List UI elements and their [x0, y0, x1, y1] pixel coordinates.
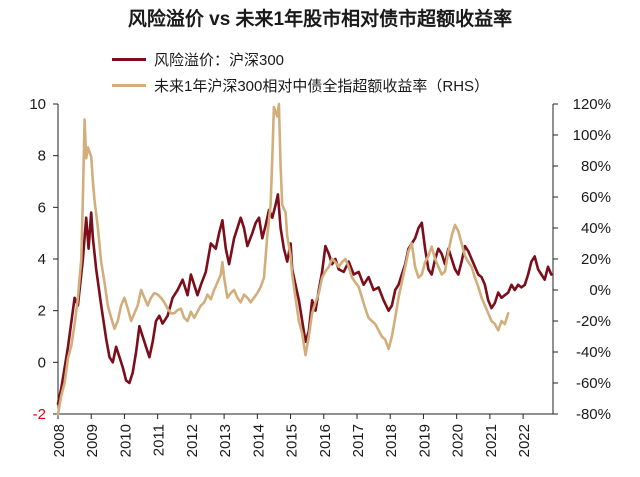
- y-left-tick-label: 2: [38, 303, 46, 320]
- y-left-tick-label: -2: [33, 406, 46, 423]
- series-line-excess-return: [56, 102, 510, 416]
- y-right-tick-label: -60%: [576, 375, 611, 392]
- legend-swatch-series-a: [112, 57, 146, 61]
- legend-swatch-series-b: [112, 83, 146, 87]
- y-right-tick-label: 80%: [581, 158, 611, 175]
- x-tick-label: 2011: [151, 424, 168, 456]
- y-right-tick-label: 0%: [589, 282, 611, 299]
- x-tick-label: 2015: [284, 424, 301, 457]
- x-tick-label: 2010: [117, 424, 134, 457]
- x-tick-label: 2009: [84, 424, 101, 457]
- x-tick-label: 2016: [317, 424, 334, 457]
- y-left-tick-label: 4: [38, 251, 46, 268]
- x-tick-label: 2020: [450, 424, 467, 457]
- y-right-tick-label: 60%: [581, 189, 611, 206]
- legend: 风险溢价：沪深300 未来1年沪深300相对中债全指超额收益率（RHS）: [112, 46, 489, 98]
- x-tick-label: 2019: [416, 424, 433, 457]
- legend-item-series-a: 风险溢价：沪深300: [112, 46, 489, 72]
- y-right-tick-label: 20%: [581, 251, 611, 268]
- legend-label-series-a: 风险溢价：沪深300: [154, 51, 285, 69]
- x-tick-label: 2014: [250, 424, 267, 457]
- y-left-tick-label: 8: [38, 148, 46, 165]
- chart-title: 风险溢价 vs 未来1年股市相对债市超额收益率: [127, 9, 513, 30]
- x-tick-label: 2022: [516, 424, 533, 457]
- y-right-tick-label: 40%: [581, 220, 611, 237]
- x-tick-label: 2017: [350, 424, 367, 457]
- legend-label-series-b: 未来1年沪深300相对中债全指超额收益率（RHS）: [154, 77, 490, 95]
- y-right-tick-label: -40%: [576, 344, 611, 361]
- x-tick-label: 2013: [217, 424, 234, 457]
- y-right-tick-label: 120%: [573, 96, 611, 113]
- y-right-tick-label: 100%: [573, 127, 611, 144]
- y-right-tick-label: -80%: [576, 406, 611, 423]
- x-tick-label: 2021: [483, 424, 500, 457]
- y-left-tick-label: 10: [29, 96, 46, 113]
- series-line-risk-premium: [56, 193, 553, 405]
- y-left-tick-label: 0: [38, 354, 46, 371]
- x-tick-label: 2012: [184, 424, 201, 457]
- x-tick-label: 2018: [383, 424, 400, 457]
- legend-item-series-b: 未来1年沪深300相对中债全指超额收益率（RHS）: [112, 72, 489, 98]
- y-right-tick-label: -20%: [576, 313, 611, 330]
- y-left-tick-label: 6: [38, 199, 46, 216]
- x-tick-label: 2008: [51, 424, 68, 457]
